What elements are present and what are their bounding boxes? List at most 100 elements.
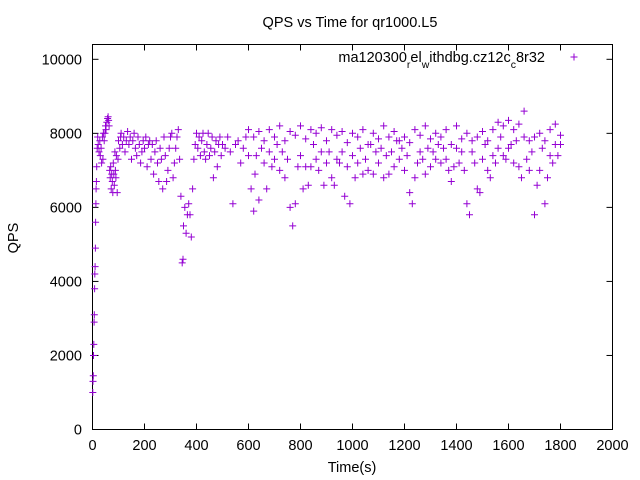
data-point <box>107 185 115 193</box>
data-point <box>251 170 259 178</box>
data-point <box>551 120 559 128</box>
data-point <box>356 144 364 152</box>
legend: ma120300relwithdbg.cz12cc8r32 <box>338 50 578 71</box>
data-point <box>421 170 429 178</box>
data-point <box>497 133 505 141</box>
data-point <box>486 174 494 182</box>
data-point <box>204 129 212 137</box>
data-point <box>103 118 111 126</box>
data-point <box>193 129 200 137</box>
data-point <box>126 133 134 141</box>
data-point <box>195 133 203 141</box>
data-point <box>382 152 390 160</box>
data-point <box>177 192 185 200</box>
data-point <box>154 159 161 167</box>
data-point <box>116 144 124 152</box>
data-point <box>411 174 419 182</box>
data-point <box>349 129 356 137</box>
plot-frame <box>92 44 613 430</box>
data-point <box>208 133 216 141</box>
data-point <box>453 122 460 130</box>
data-point <box>211 148 219 156</box>
data-point <box>125 141 133 148</box>
data-point <box>499 152 507 160</box>
data-point <box>138 148 146 156</box>
data-point <box>502 155 510 163</box>
data-point <box>150 170 158 178</box>
data-point <box>315 166 323 174</box>
data-point <box>312 155 320 163</box>
data-point <box>111 148 119 156</box>
data-point <box>142 133 150 141</box>
data-point <box>179 255 187 263</box>
data-point <box>187 233 195 241</box>
data-point <box>369 170 377 178</box>
x-tick-label: 1600 <box>492 438 524 454</box>
data-point <box>294 163 302 171</box>
data-point <box>525 137 533 145</box>
data-point <box>112 152 120 160</box>
data-point <box>510 126 518 134</box>
data-point <box>167 133 174 141</box>
data-point <box>395 155 403 163</box>
data-point <box>213 163 221 171</box>
data-point <box>463 129 471 137</box>
data-point <box>130 129 138 137</box>
data-point <box>92 218 100 226</box>
data-point <box>281 174 289 182</box>
data-point <box>159 185 167 193</box>
data-point <box>237 159 245 167</box>
data-point <box>164 166 172 174</box>
data-point <box>224 133 232 141</box>
data-point <box>401 166 408 174</box>
y-tick-label: 8000 <box>50 126 82 142</box>
data-point <box>414 159 421 167</box>
data-point <box>212 137 220 145</box>
data-point <box>424 144 432 152</box>
data-point <box>232 141 239 148</box>
data-point <box>189 185 197 193</box>
data-point <box>172 144 180 152</box>
data-point <box>330 181 338 189</box>
data-point <box>105 122 113 130</box>
data-point <box>141 144 148 152</box>
data-point <box>271 133 278 141</box>
x-tick-label: 600 <box>236 438 260 454</box>
data-point <box>284 155 291 163</box>
data-point <box>507 141 515 148</box>
data-point <box>310 141 317 148</box>
data-point <box>289 222 297 230</box>
data-point <box>229 200 237 208</box>
data-point <box>155 178 163 185</box>
data-point <box>554 152 562 160</box>
data-point <box>122 137 130 145</box>
data-point <box>114 155 122 163</box>
y-axis-label: QPS <box>6 223 22 254</box>
data-point <box>245 152 252 160</box>
data-point <box>89 372 97 380</box>
legend-plus-marker <box>570 53 578 61</box>
data-point <box>98 133 106 141</box>
data-point <box>325 148 333 156</box>
data-point <box>447 141 455 148</box>
data-point <box>180 222 187 230</box>
data-point <box>549 159 557 167</box>
data-point <box>323 137 330 145</box>
data-point <box>466 211 473 219</box>
x-tick-label: 200 <box>132 438 156 454</box>
data-point <box>544 174 551 182</box>
data-point <box>265 148 273 156</box>
data-point <box>351 174 359 182</box>
y-tick-label: 4000 <box>50 274 82 290</box>
data-point <box>91 285 99 293</box>
data-point <box>546 152 554 160</box>
data-point <box>207 144 215 152</box>
data-point <box>271 155 278 163</box>
data-point <box>91 263 99 271</box>
data-point <box>260 137 268 145</box>
data-point <box>557 141 564 148</box>
x-axis-label: Time(s) <box>328 460 377 476</box>
data-point <box>403 152 411 160</box>
data-point <box>343 163 351 171</box>
data-point <box>468 137 476 145</box>
